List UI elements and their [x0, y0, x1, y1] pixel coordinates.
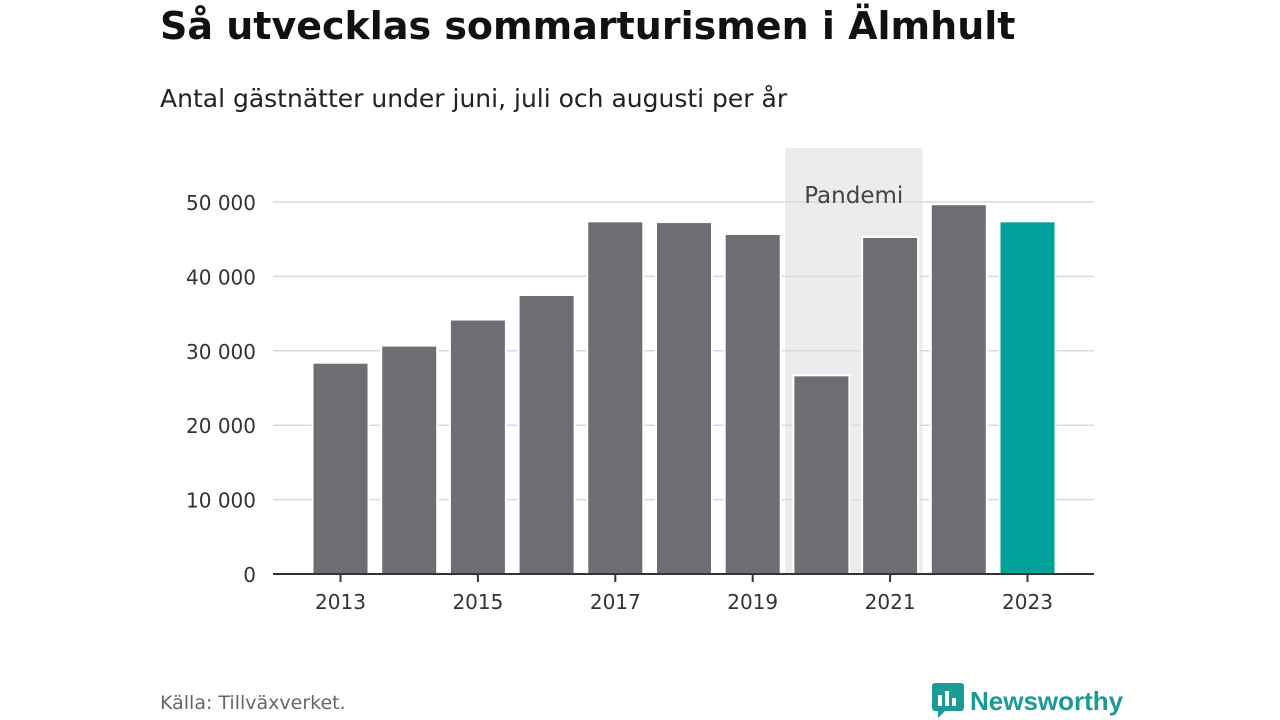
- bar-2016: [517, 294, 576, 575]
- source-note: Källa: Tillväxverket.: [160, 692, 346, 714]
- bar-2017: [586, 220, 645, 575]
- y-tick-label: 20 000: [186, 414, 256, 438]
- x-tick-label: 2021: [865, 590, 916, 614]
- y-tick-label: 50 000: [186, 191, 256, 215]
- x-tick-label: 2013: [315, 590, 366, 614]
- y-tick-label: 10 000: [186, 489, 256, 513]
- bar-2015: [448, 318, 507, 575]
- y-tick-label: 30 000: [186, 340, 256, 364]
- bar-chart: 0 10 000 20 000 30 000 40 000 50 000 Pandemi 20…: [186, 148, 1094, 614]
- bar-2014: [380, 344, 439, 576]
- y-tick-label: 40 000: [186, 265, 256, 289]
- bar-2020: [792, 374, 851, 575]
- pandemic-label: Pandemi: [804, 183, 903, 209]
- y-tick-label: 0: [243, 563, 256, 587]
- bar-2022: [929, 203, 988, 575]
- newsworthy-logo-icon: [932, 683, 964, 718]
- x-tick-label: 2015: [452, 590, 503, 614]
- x-tick-label: 2019: [727, 590, 778, 614]
- bar-2019: [723, 232, 782, 575]
- bar-2018: [655, 221, 713, 575]
- x-tick-label: 2017: [590, 590, 641, 614]
- bar-2023: [998, 220, 1057, 575]
- chart-title: Så utvecklas sommarturismen i Älmhult: [160, 4, 1016, 48]
- brand-name: Newsworthy: [970, 685, 1124, 716]
- x-tick-label: 2023: [1002, 590, 1053, 614]
- chart-subtitle: Antal gästnätter under juni, juli och au…: [160, 84, 788, 113]
- bar-2013: [311, 361, 370, 576]
- brand-logo: Newsworthy: [932, 683, 1123, 719]
- bar-2021: [861, 235, 920, 576]
